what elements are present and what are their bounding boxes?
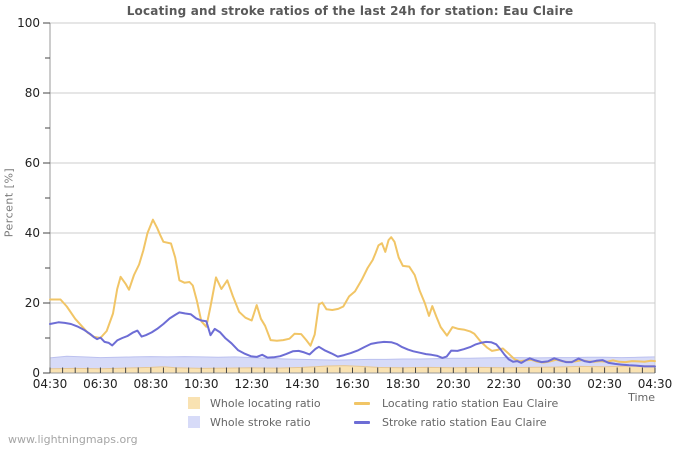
series-line-locating-ratio-station <box>49 218 656 364</box>
y-tick-label: 100 <box>17 16 40 30</box>
legend-item-locating-ratio-station: Locating ratio station Eau Claire <box>354 396 558 410</box>
x-tick-label: 06:30 <box>83 377 118 391</box>
series-line-stroke-ratio-station <box>49 311 656 368</box>
x-tick-label: 18:30 <box>386 377 421 391</box>
x-tick-label: 20:30 <box>436 377 471 391</box>
x-tick-label: 04:30 <box>33 377 68 391</box>
y-tick-label: 80 <box>25 86 40 100</box>
legend-label: Locating ratio station Eau Claire <box>382 396 559 410</box>
line-swatch-icon <box>354 401 370 405</box>
legend-label: Stroke ratio station Eau Claire <box>382 415 547 429</box>
x-axis-title: Time <box>628 391 655 404</box>
line-swatch-icon <box>354 420 370 424</box>
y-tick-label: 40 <box>25 226 40 240</box>
area-swatch-icon <box>188 397 200 409</box>
legend-item-whole-stroke-ratio: Whole stroke ratio <box>188 415 350 429</box>
area-swatch-icon <box>188 416 200 428</box>
area-edge-whole-locating-ratio <box>49 365 656 370</box>
y-tick-label: 0 <box>32 366 40 380</box>
watermark: www.lightningmaps.org <box>8 433 138 446</box>
legend: Whole locating ratio Locating ratio stat… <box>188 396 558 429</box>
legend-label: Whole locating ratio <box>210 396 321 410</box>
x-tick-label: 12:30 <box>234 377 269 391</box>
x-tick-label: 08:30 <box>134 377 169 391</box>
x-tick-label: 22:30 <box>486 377 521 391</box>
x-tick-label: 10:30 <box>184 377 219 391</box>
y-tick-label: 20 <box>25 296 40 310</box>
legend-item-whole-locating-ratio: Whole locating ratio <box>188 396 350 410</box>
x-tick-label: 16:30 <box>335 377 370 391</box>
x-tick-label: 04:30 <box>638 377 673 391</box>
legend-label: Whole stroke ratio <box>210 415 311 429</box>
x-tick-label: 14:30 <box>285 377 320 391</box>
chart-title: Locating and stroke ratios of the last 2… <box>126 4 574 18</box>
x-tick-label: 00:30 <box>537 377 572 391</box>
legend-item-stroke-ratio-station: Stroke ratio station Eau Claire <box>354 415 558 429</box>
x-tick-label: 02:30 <box>587 377 622 391</box>
y-tick-label: 60 <box>25 156 40 170</box>
